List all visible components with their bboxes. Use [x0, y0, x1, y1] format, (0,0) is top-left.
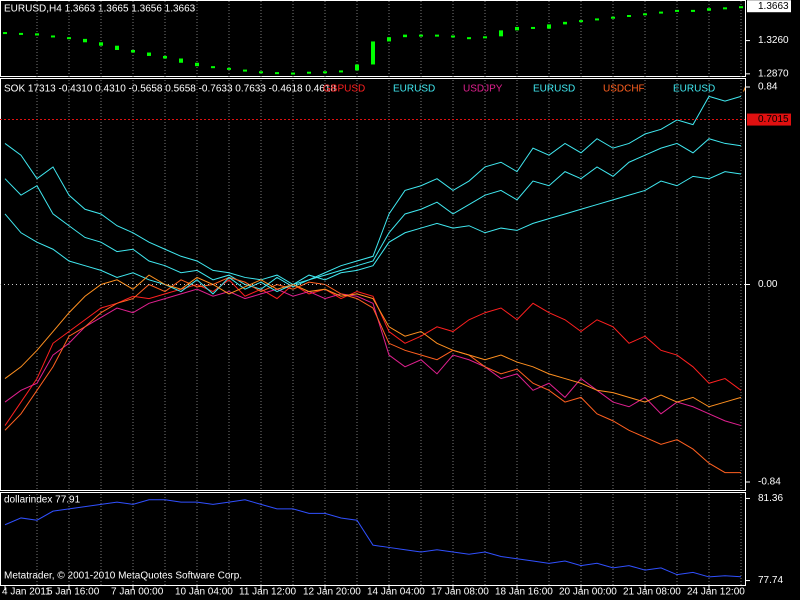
y-tick-label: 1.3260	[758, 35, 789, 46]
candle	[643, 13, 647, 16]
candle	[99, 42, 103, 46]
candle	[339, 70, 343, 73]
level-box	[747, 113, 791, 126]
legend-entry: USDJPY	[463, 84, 503, 95]
candle	[179, 58, 183, 63]
candle	[259, 71, 263, 74]
candle	[675, 9, 679, 12]
candle	[3, 32, 7, 35]
y-tick-label: 81.36	[758, 493, 783, 504]
candle	[563, 21, 567, 25]
x-tick-label: 4 Jan 2011	[2, 587, 51, 598]
y-tick-label: 0.84	[758, 82, 778, 93]
candle	[67, 37, 71, 40]
candle	[627, 15, 631, 18]
pane-title: dollarindex 77.91	[4, 495, 81, 506]
candle	[691, 9, 695, 12]
legend-entry: EURUSD	[393, 84, 435, 95]
candle	[515, 26, 519, 31]
y-tick-label: 0.00	[758, 279, 778, 290]
candle	[531, 26, 535, 29]
candle	[291, 72, 295, 75]
series-line	[4, 274, 742, 408]
x-tick-label: 12 Jan 20:00	[303, 587, 361, 598]
candle	[371, 41, 375, 65]
series-line	[4, 171, 742, 295]
x-tick-label: 10 Jan 04:00	[175, 587, 233, 598]
x-tick-label: 7 Jan 00:00	[111, 587, 164, 598]
y-tick-label: -0.84	[758, 477, 781, 488]
y-tick-label: 77.74	[758, 575, 783, 586]
x-tick-label: 24 Jan 12:00	[687, 587, 745, 598]
candle	[147, 52, 151, 56]
x-tick-label: 21 Jan 08:00	[623, 587, 681, 598]
legend-entry: GBPUSD	[323, 84, 365, 95]
candle	[659, 11, 663, 14]
candle	[403, 34, 407, 38]
current-price-box	[747, 0, 791, 13]
series-line	[4, 276, 741, 474]
candle	[451, 35, 455, 38]
x-tick-label: 14 Jan 04:00	[367, 587, 425, 598]
candle	[307, 71, 311, 74]
candle	[595, 18, 599, 21]
pane-border	[0, 492, 746, 586]
candle	[499, 30, 503, 37]
candle	[435, 34, 439, 37]
plot-area: GBPUSD EURUSD USDJPY EURUSD USDCHF EURUSD AU	[4, 84, 757, 474]
legend-entry: USDCHF	[603, 84, 645, 95]
candle	[163, 55, 167, 59]
x-tick-label: 17 Jan 08:00	[431, 587, 489, 598]
candle	[579, 20, 583, 23]
candle	[227, 67, 231, 70]
candle	[707, 8, 711, 11]
x-tick-label: 18 Jan 16:00	[495, 587, 553, 598]
candle	[19, 32, 23, 35]
candle	[131, 49, 135, 53]
pane-title: SOK 17313 -0.4310 0.4310 -0.5658 0.5658 …	[4, 84, 336, 95]
legend-entry: AU	[743, 84, 757, 95]
candle	[195, 62, 199, 67]
candle	[483, 36, 487, 39]
candle	[35, 33, 39, 36]
series-line	[4, 279, 742, 426]
candle	[355, 64, 359, 71]
copyright: Metatrader, © 2001-2010 MetaQuotes Softw…	[4, 571, 242, 582]
candle	[51, 35, 55, 38]
candle	[419, 34, 423, 37]
candle	[723, 7, 727, 10]
candle	[83, 38, 87, 43]
legend-entry: EURUSD	[673, 84, 715, 95]
pane-border	[0, 0, 746, 77]
x-tick-label: 5 Jan 16:00	[47, 587, 100, 598]
x-tick-label: 20 Jan 00:00	[559, 587, 617, 598]
series-line	[4, 138, 742, 290]
pane-title: EURUSD,H4 1.3663 1.3665 1.3656 1.3663	[4, 4, 196, 15]
candle	[467, 37, 471, 40]
candle	[323, 71, 327, 74]
candle	[211, 66, 215, 69]
current-price-label: 1.3663	[758, 1, 789, 12]
x-tick-label: 11 Jan 12:00	[239, 587, 297, 598]
candle	[115, 45, 119, 50]
candle	[243, 69, 247, 72]
candle	[739, 6, 743, 9]
candle	[611, 16, 615, 19]
series-line	[4, 499, 742, 578]
y-tick-label: 1.2870	[758, 68, 789, 79]
legend-entry: EURUSD	[533, 84, 575, 95]
candle	[275, 72, 279, 75]
series-line	[4, 288, 742, 427]
candle	[547, 24, 551, 29]
candle	[387, 37, 391, 42]
plot-area	[4, 499, 742, 578]
level-label: 0.7015	[758, 114, 789, 125]
series-line	[4, 95, 742, 286]
